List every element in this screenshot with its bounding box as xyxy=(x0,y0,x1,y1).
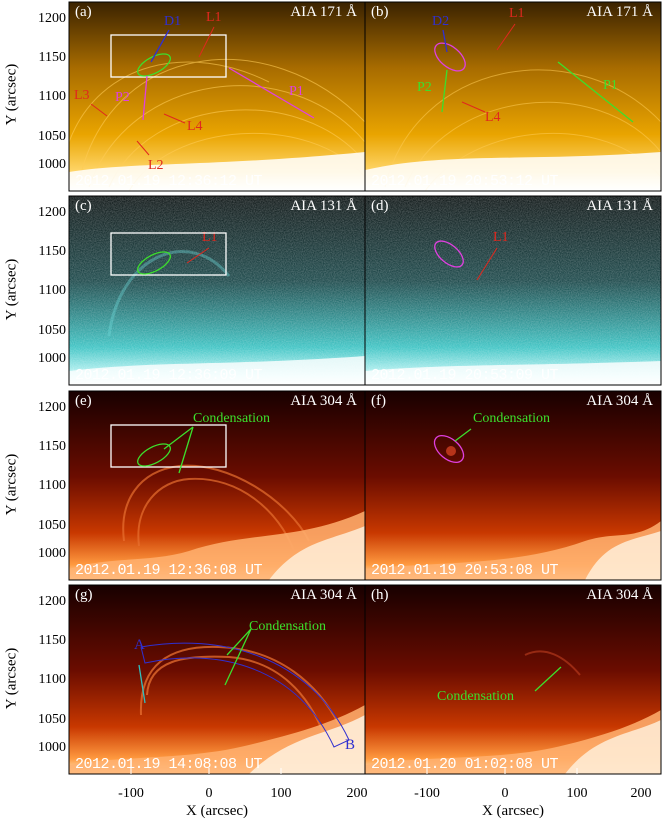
annotation-marks-f xyxy=(433,428,472,463)
y-axis-label: Y (arcsec) xyxy=(3,647,20,710)
y-tick: 1200 xyxy=(38,205,66,220)
y-tick: 1200 xyxy=(38,400,66,415)
x-tick: -100 xyxy=(414,786,440,801)
y-axis-label: Y (arcsec) xyxy=(3,453,20,516)
y-tick: 1150 xyxy=(38,633,66,648)
x-tick: 100 xyxy=(270,786,292,801)
y-tick: 1100 xyxy=(38,672,66,687)
annotation-marks-e xyxy=(110,424,227,474)
panel-b: (b) AIA 171 Å 2012.01.19 20:53:12 UT D2 … xyxy=(365,2,661,191)
y-tick: 1000 xyxy=(38,546,66,561)
x-tick: 0 xyxy=(501,786,509,801)
y-tick: 1200 xyxy=(38,11,66,26)
y-tick: 1100 xyxy=(38,89,66,104)
x-tick: 0 xyxy=(205,786,213,801)
y-tick: 1100 xyxy=(38,478,66,493)
y-tick: 1150 xyxy=(38,439,66,454)
y-axis-label: Y (arcsec) xyxy=(3,63,20,126)
annotation-marks-d xyxy=(434,240,498,281)
y-tick: 1200 xyxy=(38,594,66,609)
y-tick: 1000 xyxy=(38,740,66,755)
panel-d: (d) AIA 131 Å 2012.01.19 20:53:09 UT L1 xyxy=(365,196,661,385)
annotation-marks-c xyxy=(110,232,227,276)
x-axis-label: X (arcsec) xyxy=(481,803,545,819)
x-tick: -100 xyxy=(118,786,144,801)
y-tick: 1100 xyxy=(38,283,66,298)
y-tick: 1050 xyxy=(38,712,66,727)
y-tick: 1050 xyxy=(38,518,66,533)
y-tick: 1050 xyxy=(38,129,66,144)
panel-g: (g) AIA 304 Å 2012.01.19 14:08:08 UT Con… xyxy=(69,585,365,774)
annotation-marks-a xyxy=(90,26,315,156)
panel-a: (a) AIA 171 Å 2012.01.19 12:36:12 UT D1 … xyxy=(69,2,365,191)
y-tick: 1150 xyxy=(38,50,66,65)
x-tick: 200 xyxy=(630,786,652,801)
panel-c: (c) AIA 131 Å 2012.01.19 12:36:09 UT L1 xyxy=(69,196,365,385)
y-axis-label: Y (arcsec) xyxy=(3,258,20,321)
panel-h: (h) AIA 304 Å 2012.01.20 01:02:08 UT Con… xyxy=(365,585,661,774)
annotation-marks-b xyxy=(434,23,634,123)
x-axis-label: X (arcsec) xyxy=(185,803,249,819)
y-tick: 1150 xyxy=(38,244,66,259)
panel-f: (f) AIA 304 Å 2012.01.19 20:53:08 UT Con… xyxy=(365,391,661,580)
x-tick: 200 xyxy=(346,786,368,801)
y-tick: 1000 xyxy=(38,157,66,172)
y-tick: 1050 xyxy=(38,323,66,338)
x-tick: 100 xyxy=(566,786,588,801)
annotation-marks-h xyxy=(534,666,562,692)
y-tick: 1000 xyxy=(38,351,66,366)
panel-e: (e) AIA 304 Å 2012.01.19 12:36:08 UT Con… xyxy=(69,391,365,580)
annotation-marks-g xyxy=(138,628,350,748)
